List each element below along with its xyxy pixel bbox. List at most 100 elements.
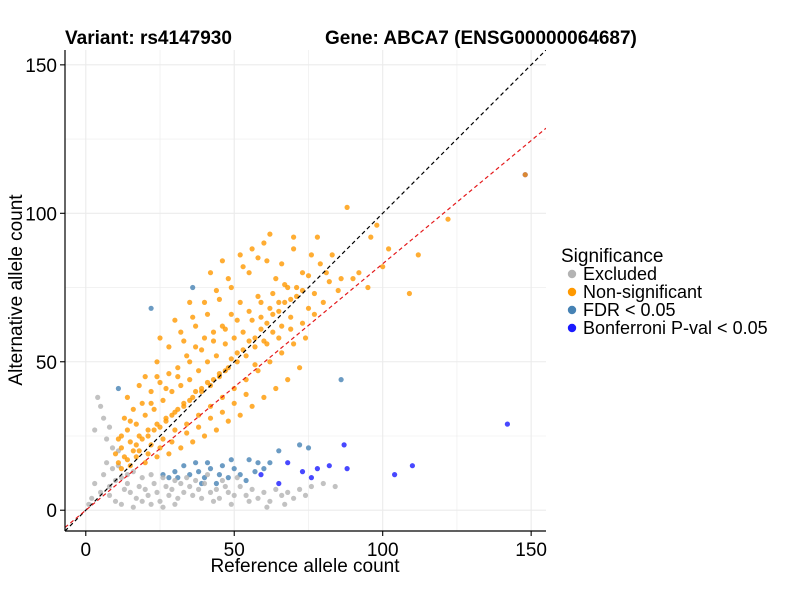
- data-point: [305, 445, 312, 451]
- data-point: [261, 394, 267, 400]
- data-point: [326, 463, 332, 469]
- data-point: [344, 466, 350, 472]
- data-point: [264, 320, 270, 326]
- data-point: [258, 314, 264, 320]
- data-point: [246, 308, 252, 314]
- data-point: [148, 501, 154, 507]
- data-point: [231, 385, 237, 392]
- data-point: [228, 356, 234, 362]
- data-point: [136, 448, 142, 454]
- data-point: [285, 377, 291, 383]
- data-point: [228, 311, 234, 317]
- data-point: [326, 279, 332, 285]
- legend-label: Bonferroni P-val < 0.05: [583, 318, 768, 338]
- data-point: [101, 472, 107, 478]
- data-point: [166, 475, 172, 481]
- data-point: [240, 329, 246, 335]
- series-excluded: [86, 394, 338, 510]
- data-point: [196, 368, 202, 374]
- data-point: [127, 418, 133, 424]
- data-point: [302, 335, 309, 341]
- data-point: [267, 498, 273, 504]
- legend-title: Significance: [561, 246, 663, 267]
- data-point: [380, 264, 386, 270]
- data-point: [154, 454, 160, 460]
- data-point: [148, 388, 154, 395]
- data-point: [249, 246, 255, 252]
- data-point: [118, 445, 124, 451]
- data-point: [210, 498, 217, 504]
- data-point: [228, 284, 234, 291]
- data-point: [136, 483, 142, 490]
- data-point: [127, 439, 133, 445]
- data-point: [231, 492, 237, 498]
- data-point: [276, 448, 282, 454]
- identity-line: [65, 50, 546, 531]
- data-point: [258, 326, 264, 332]
- data-point: [288, 296, 294, 302]
- grid-lines: [65, 50, 546, 531]
- data-point: [258, 472, 264, 478]
- data-point: [151, 427, 157, 433]
- data-point: [187, 359, 193, 365]
- data-point: [246, 338, 252, 344]
- data-point: [279, 492, 285, 498]
- data-point: [329, 252, 335, 258]
- data-point: [112, 451, 119, 457]
- data-point: [282, 282, 288, 288]
- data-point: [207, 466, 214, 472]
- data-point: [154, 359, 160, 365]
- data-point: [145, 451, 151, 457]
- data-point: [204, 460, 211, 466]
- data-point: [112, 498, 119, 504]
- data-point: [190, 492, 196, 498]
- data-point: [157, 379, 163, 386]
- data-point: [276, 335, 282, 341]
- data-point: [219, 258, 225, 264]
- data-point: [187, 397, 193, 403]
- x-axis-title: Reference allele count: [210, 556, 400, 577]
- legend-key-marker: [567, 305, 577, 315]
- data-point: [276, 308, 282, 314]
- x-tick-label: 0: [80, 540, 91, 561]
- data-point: [187, 377, 193, 383]
- data-point: [282, 299, 288, 305]
- chart-title-variant: Variant: rs4147930: [65, 28, 232, 49]
- data-point: [255, 293, 261, 299]
- data-point: [178, 445, 184, 451]
- data-point: [133, 421, 139, 427]
- data-point: [175, 406, 181, 412]
- data-point: [237, 299, 243, 305]
- data-point: [308, 483, 314, 490]
- data-point: [213, 427, 219, 433]
- legend-key-marker: [567, 269, 577, 279]
- data-point: [133, 495, 139, 501]
- data-point: [148, 472, 154, 478]
- data-point: [130, 448, 136, 454]
- data-point: [255, 255, 261, 261]
- data-point: [210, 338, 217, 344]
- data-point: [166, 492, 172, 498]
- data-point: [252, 362, 258, 368]
- data-point: [341, 442, 347, 448]
- data-point: [101, 415, 107, 421]
- data-point: [154, 374, 160, 380]
- data-point: [204, 359, 211, 365]
- data-point: [279, 261, 285, 267]
- data-point: [187, 299, 193, 305]
- data-point: [228, 457, 234, 463]
- y-tick-label: 50: [36, 353, 57, 374]
- data-point: [291, 234, 297, 240]
- data-point: [181, 400, 187, 406]
- data-point: [142, 374, 148, 380]
- data-point: [219, 477, 225, 484]
- data-point: [193, 477, 199, 484]
- data-point: [121, 454, 127, 460]
- data-point: [201, 299, 208, 305]
- data-point: [311, 290, 317, 297]
- data-point: [118, 501, 124, 507]
- data-point: [365, 284, 371, 291]
- data-point: [311, 311, 317, 317]
- data-point: [124, 394, 130, 400]
- data-point: [142, 486, 148, 492]
